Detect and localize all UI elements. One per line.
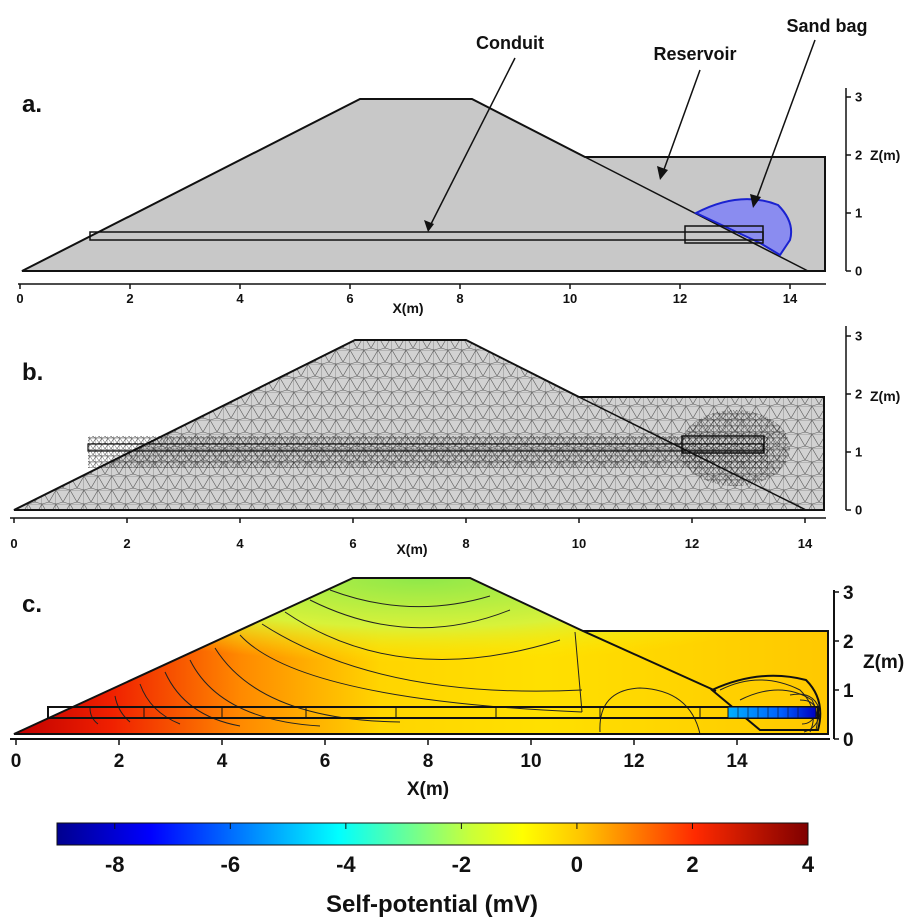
colorbar-gradient [56, 822, 809, 846]
colorbar-tick-label: 4 [802, 852, 815, 877]
x-tick-label: 4 [236, 291, 244, 306]
panel-b-x-label: X(m) [396, 541, 427, 557]
colorbar-label: Self-potential (mV) [326, 891, 538, 918]
z-tick-label: 3 [855, 90, 862, 105]
x-tick-label: 0 [11, 751, 22, 772]
panel-b-label: b. [22, 359, 43, 386]
conduit-outlet-box [684, 225, 764, 244]
panel-c-z-axis: 0 1 2 3 Z(m) [833, 583, 904, 751]
mesh-refined-sandbag [680, 410, 790, 486]
panel-a-x-axis: 0 2 4 6 8 10 12 14 X(m) [16, 283, 826, 316]
sand-bag [693, 198, 793, 257]
sp-reservoir-boundary [582, 630, 717, 692]
sp-conduit-segments [143, 707, 701, 718]
panel-a-z-axis: 0 1 2 3 Z(m) [845, 88, 900, 279]
panel-a-label: a. [22, 91, 42, 118]
z-tick-label: 2 [855, 387, 862, 402]
z-tick-label: 0 [843, 730, 854, 751]
colorbar-tick-label: 2 [686, 852, 698, 877]
z-tick-label: 2 [855, 148, 862, 163]
panel-b-z-axis: 0 1 2 3 Z(m) [845, 326, 900, 518]
panel-b-z-label: Z(m) [870, 388, 900, 404]
colorbar-tick-label: 0 [571, 852, 583, 877]
z-tick-label: 0 [855, 264, 862, 279]
x-tick-label: 14 [726, 751, 748, 772]
colorbar-tick-label: -6 [221, 852, 241, 877]
x-tick-label: 10 [572, 536, 586, 551]
sand-bag-arrow [754, 39, 816, 204]
z-tick-label: 1 [843, 681, 854, 702]
sp-anomaly-cells [737, 707, 799, 718]
mesh-outlet-box [681, 435, 765, 454]
panel-a-x-label: X(m) [392, 300, 423, 316]
dam-body [21, 98, 826, 272]
colorbar-tick-label: -8 [105, 852, 125, 877]
x-tick-label: 4 [236, 536, 244, 551]
conduit-annotation: Conduit [476, 33, 544, 53]
z-tick-label: 1 [855, 206, 862, 221]
panel-c-x-axis: 0 2 4 6 8 10 12 14 X(m) [10, 738, 830, 800]
sand-bag-annotation: Sand bag [786, 16, 867, 36]
x-tick-label: 4 [217, 751, 228, 772]
reservoir-arrow [661, 69, 701, 176]
x-tick-label: 8 [423, 751, 434, 772]
colorbar: -8 -6 -4 -2 0 2 4 Self-potential (mV) [56, 822, 815, 918]
z-tick-label: 3 [855, 329, 862, 344]
x-tick-label: 2 [114, 751, 125, 772]
panel-c-z-label: Z(m) [863, 652, 904, 673]
sand-bag-arrow-head [750, 194, 761, 208]
x-tick-label: 6 [349, 536, 356, 551]
sp-conduit [47, 706, 819, 719]
reservoir-arrow-head [657, 166, 668, 180]
panel-a: a. Conduit Reservoir Sand bag 0 2 4 6 8 10 12 1… [16, 16, 900, 316]
z-tick-label: 2 [843, 632, 854, 653]
panel-c: c. [10, 577, 904, 800]
conduit-arrow-head [424, 220, 434, 232]
sp-conduit-anomaly [727, 706, 817, 719]
x-tick-label: 8 [456, 291, 463, 306]
mesh-refined-conduit [88, 436, 768, 468]
sp-field-crest [14, 578, 828, 734]
x-tick-label: 8 [462, 536, 469, 551]
conduit-arrow [427, 57, 516, 231]
sp-field-outline [13, 577, 829, 735]
x-tick-label: 12 [623, 751, 644, 772]
x-tick-label: 10 [563, 291, 577, 306]
x-tick-label: 12 [685, 536, 699, 551]
x-tick-label: 14 [798, 536, 813, 551]
x-tick-label: 0 [10, 536, 17, 551]
x-tick-label: 10 [520, 751, 541, 772]
z-tick-label: 1 [855, 445, 862, 460]
panel-a-z-label: Z(m) [870, 147, 900, 163]
panel-c-x-label: X(m) [407, 779, 449, 800]
z-tick-label: 3 [843, 583, 854, 604]
x-tick-label: 2 [126, 291, 133, 306]
x-tick-label: 0 [16, 291, 23, 306]
colorbar-tick-label: -4 [336, 852, 356, 877]
colorbar-tick-label: -2 [452, 852, 472, 877]
mesh-conduit [87, 443, 764, 452]
x-tick-label: 2 [123, 536, 130, 551]
panel-c-label: c. [22, 591, 42, 618]
sp-sandbag-outline [710, 674, 822, 731]
x-tick-label: 6 [346, 291, 353, 306]
x-tick-label: 14 [783, 291, 798, 306]
x-tick-label: 6 [320, 751, 331, 772]
panel-b-x-axis: 0 2 4 6 8 10 12 14 X(m) [10, 517, 826, 557]
z-tick-label: 0 [855, 503, 862, 518]
reservoir-annotation: Reservoir [653, 44, 736, 64]
x-tick-label: 12 [673, 291, 687, 306]
